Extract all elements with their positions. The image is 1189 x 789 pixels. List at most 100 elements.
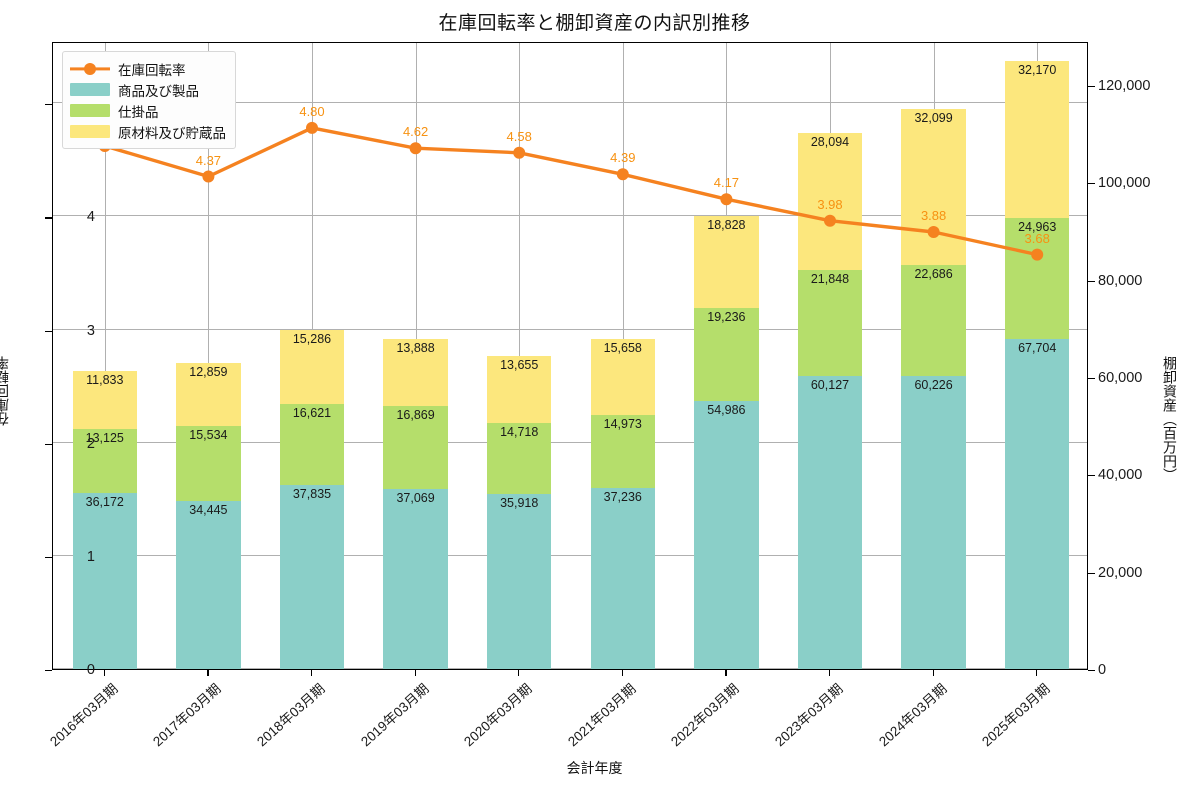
bar-value-label: 60,226	[914, 377, 953, 392]
y-tick-label-left: 2	[86, 435, 95, 452]
bar-value-label: 32,099	[914, 111, 953, 126]
x-tick-mark	[932, 670, 934, 676]
gridline-vertical	[208, 43, 210, 669]
bar-segment-wip[interactable]: 16,869	[383, 406, 448, 489]
bars-layer: 36,172 13,125 11,833 34,445 15,534 12,859 37,8…	[53, 43, 1087, 669]
bar-stack[interactable]: 60,127 21,848 28,094	[797, 133, 863, 669]
bar-segment-product[interactable]: 37,069	[383, 488, 448, 669]
bar-value-label: 28,094	[810, 135, 850, 150]
line-marker[interactable]	[720, 193, 733, 206]
x-tick-mark	[207, 670, 209, 676]
line-marker[interactable]	[513, 146, 526, 159]
bar-segment-product[interactable]: 60,226	[901, 375, 966, 669]
line-marker[interactable]	[409, 142, 422, 155]
gridline-horizontal	[53, 215, 1087, 217]
bar-segment-wip[interactable]: 24,963	[1005, 217, 1070, 340]
bar-stack[interactable]: 37,236 14,973 15,658	[590, 338, 655, 669]
legend-item-material[interactable]: 原材料及び貯蔵品	[70, 121, 226, 142]
y-tick-mark-right	[1088, 670, 1095, 672]
bar-segment-wip[interactable]: 14,973	[590, 414, 655, 488]
chart-title: 在庫回転率と棚卸資産の内訳別推移	[438, 13, 751, 34]
bar-segment-product[interactable]: 37,835	[279, 484, 345, 669]
bar-segment-product[interactable]: 37,236	[590, 487, 655, 669]
legend-item-wip[interactable]: 仕掛品	[70, 100, 226, 121]
bar-segment-material[interactable]: 18,828	[694, 216, 759, 308]
bar-segment-material[interactable]: 15,658	[590, 338, 655, 415]
bar-segment-product[interactable]: 36,172	[72, 492, 137, 669]
bar-stack[interactable]: 36,172 13,125 11,833	[72, 371, 137, 669]
gridline-vertical	[104, 43, 106, 669]
legend-line-icon	[70, 62, 110, 75]
y-tick-mark-left	[45, 443, 52, 445]
bar-segment-product[interactable]: 60,127	[797, 376, 863, 669]
bar-value-label: 11,833	[86, 373, 124, 388]
bar-segment-wip[interactable]: 14,718	[487, 422, 552, 495]
bar-segment-wip[interactable]: 13,125	[72, 429, 137, 493]
bar-segment-material[interactable]: 13,655	[487, 356, 552, 423]
bar-segment-wip[interactable]: 16,621	[279, 403, 345, 485]
bar-stack[interactable]: 60,226 22,686 32,099	[901, 109, 966, 669]
line-marker[interactable]	[1031, 248, 1044, 261]
bar-segment-material[interactable]: 15,286	[279, 329, 345, 404]
bar-segment-wip[interactable]: 22,686	[901, 265, 966, 376]
x-tick-label: 2017年03月期	[150, 680, 225, 750]
bar-value-label: 21,848	[810, 271, 850, 286]
bar-stack[interactable]: 67,704 24,963 32,170	[1005, 61, 1070, 669]
bar-segment-material[interactable]: 12,859	[176, 363, 241, 426]
bar-stack[interactable]: 37,069 16,869 13,888	[383, 338, 448, 669]
bar-value-label: 34,445	[189, 503, 228, 518]
y-axis-title-left: 在庫回転率	[0, 356, 10, 426]
bar-value-label: 13,655	[500, 358, 539, 373]
y-tick-label-right: 20,000	[1098, 564, 1143, 581]
line-marker[interactable]	[927, 226, 940, 238]
legend-item-product[interactable]: 商品及び製品	[70, 79, 226, 100]
bar-segment-wip[interactable]: 21,848	[797, 269, 863, 377]
y-tick-label-right: 80,000	[1098, 272, 1143, 289]
y-tick-label-left: 0	[86, 662, 95, 678]
line-marker[interactable]	[202, 170, 215, 183]
x-tick-label: 2019年03月期	[357, 680, 432, 750]
bar-value-label: 67,704	[1018, 341, 1057, 356]
bar-stack[interactable]: 35,918 14,718 13,655	[487, 356, 552, 669]
line-value-label: 3.98	[817, 196, 843, 212]
bar-segment-material[interactable]: 28,094	[797, 133, 863, 270]
y-tick-label-right: 0	[1098, 662, 1107, 678]
x-tick-mark	[829, 670, 831, 676]
plot-area: 36,172 13,125 11,833 34,445 15,534 12,859 37,8…	[52, 42, 1088, 670]
bar-value-label: 14,973	[603, 416, 642, 431]
line-value-label: 4.58	[506, 128, 532, 144]
x-tick-mark	[725, 670, 727, 676]
legend[interactable]: 在庫回転率 商品及び製品 仕掛品 原材料及び貯蔵品	[62, 51, 236, 149]
line-value-label: 4.37	[195, 152, 222, 168]
bar-stack[interactable]: 34,445 15,534 12,859	[176, 363, 241, 669]
gridline-vertical	[519, 43, 521, 669]
bar-segment-material[interactable]: 13,888	[383, 338, 448, 407]
y-tick-mark-right	[1088, 572, 1095, 574]
legend-swatch-icon	[70, 104, 110, 117]
line-marker[interactable]	[616, 168, 629, 181]
gridline-horizontal	[53, 668, 1087, 669]
line-marker[interactable]	[824, 214, 836, 227]
line-marker[interactable]	[306, 121, 318, 134]
y-tick-mark-right	[1088, 377, 1095, 380]
bar-segment-product[interactable]: 35,918	[487, 494, 552, 669]
bar-segment-product[interactable]: 54,986	[694, 401, 759, 669]
x-tick-mark	[414, 670, 416, 676]
bar-segment-material[interactable]: 11,833	[72, 371, 137, 430]
bar-stack[interactable]: 54,986 19,236 18,828	[694, 216, 759, 669]
x-tick-label: 2023年03月期	[772, 680, 846, 750]
x-tick-mark	[621, 670, 623, 676]
bar-segment-wip[interactable]: 19,236	[694, 307, 759, 402]
legend-item-turnover[interactable]: 在庫回転率	[70, 58, 226, 79]
bar-segment-product[interactable]: 34,445	[176, 501, 241, 669]
bar-segment-material[interactable]: 32,099	[901, 109, 966, 266]
line-value-label: 4.39	[610, 150, 636, 166]
bar-value-label: 60,127	[810, 378, 850, 393]
y-tick-label-left: 4	[86, 209, 95, 226]
bar-value-label: 14,718	[500, 424, 539, 439]
bar-segment-wip[interactable]: 15,534	[176, 425, 241, 502]
bar-segment-product[interactable]: 67,704	[1005, 339, 1070, 669]
bar-segment-material[interactable]: 32,170	[1005, 61, 1070, 218]
bar-stack[interactable]: 37,835 16,621 15,286	[279, 329, 345, 669]
